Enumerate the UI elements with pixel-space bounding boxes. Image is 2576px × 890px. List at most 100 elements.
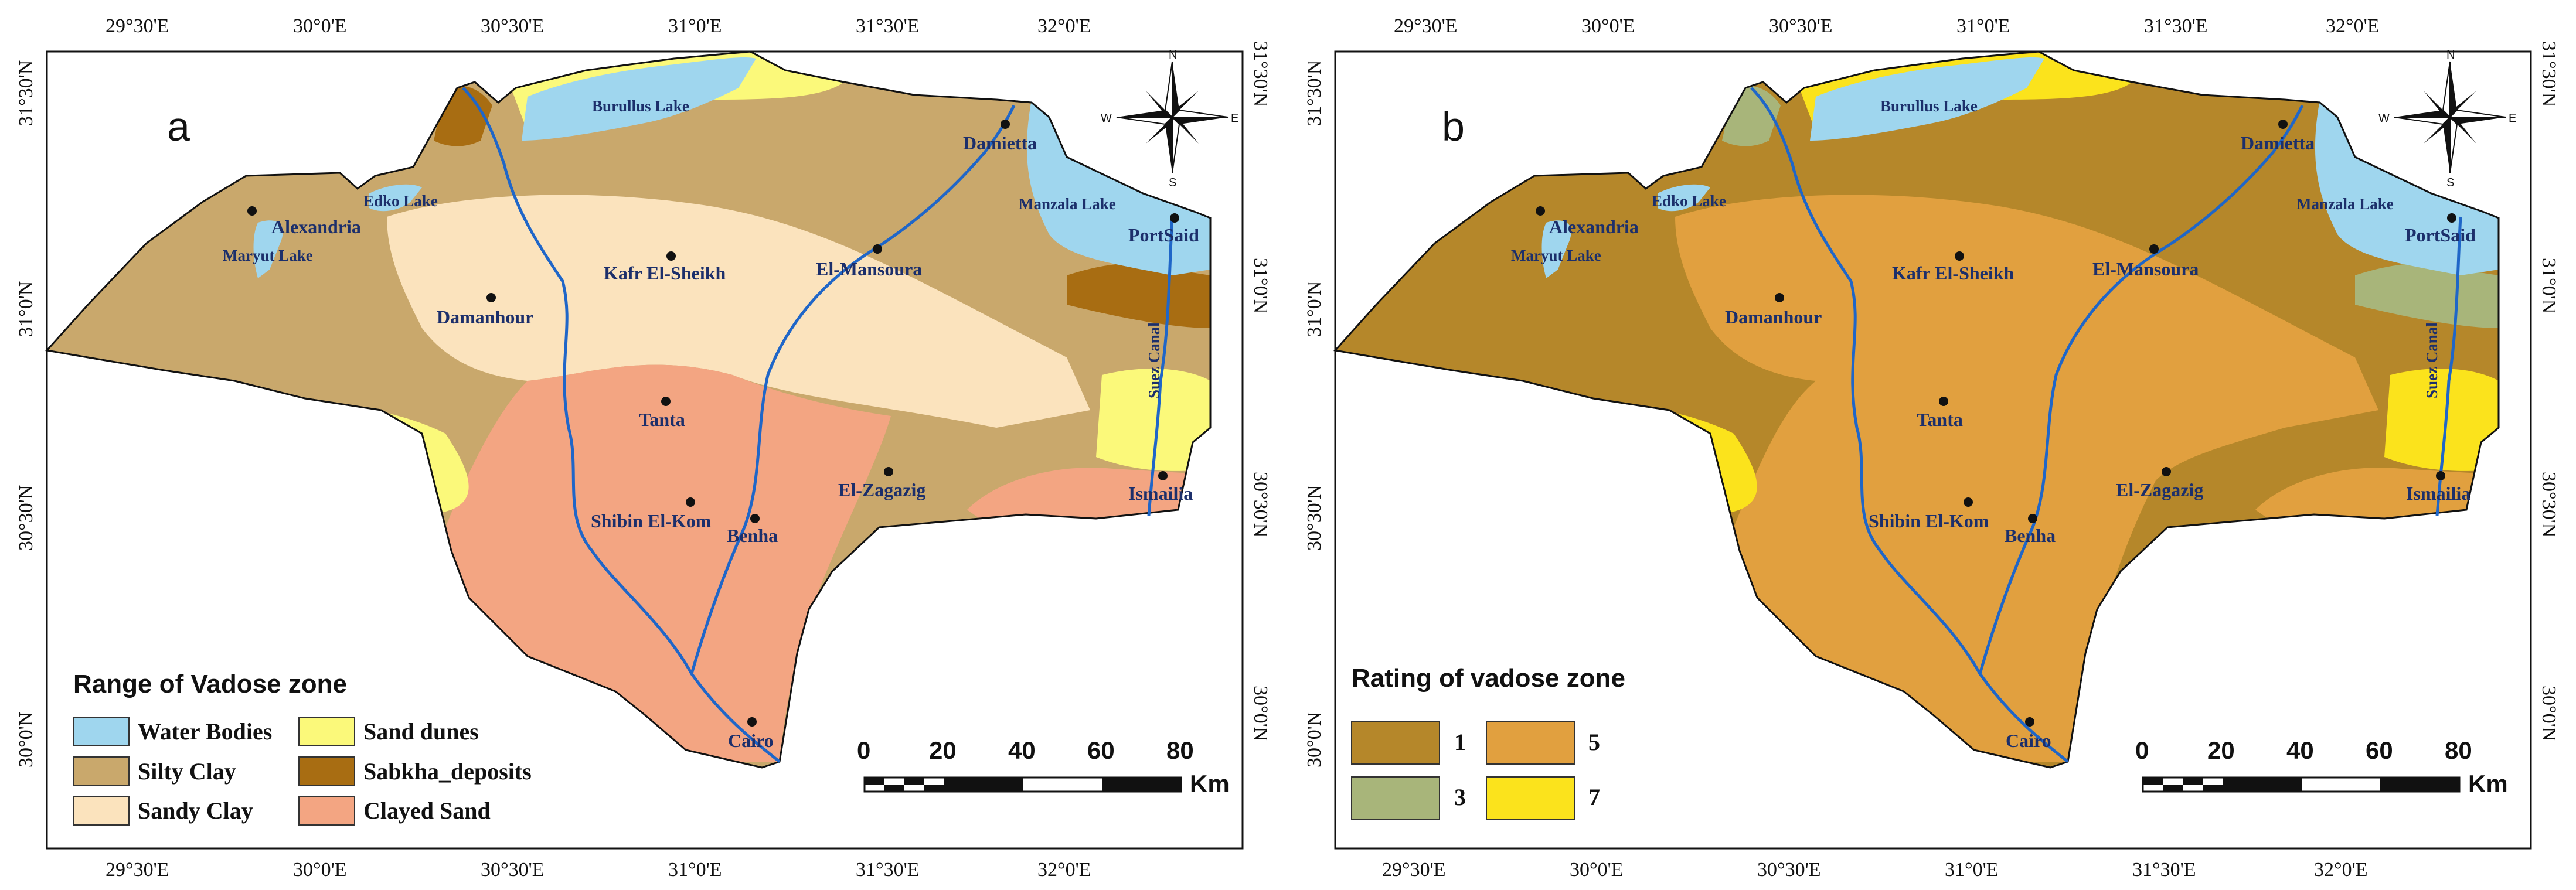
clayed-sand-area-central (445, 364, 891, 762)
svg-text:30°0'N: 30°0'N (1304, 712, 1325, 768)
svg-text:80: 80 (1166, 736, 1194, 764)
city-label: El-Mansoura (816, 258, 922, 279)
svg-text:31°0'E: 31°0'E (1956, 15, 2010, 37)
rating-7-area-east (2384, 369, 2499, 471)
svg-text:W: W (2378, 112, 2390, 125)
svg-text:29°30'E: 29°30'E (106, 15, 169, 37)
map-b-svg: Alexandria Damanhour Kafr El-Sheikh El-M… (1304, 15, 2560, 881)
svg-text:40: 40 (1008, 736, 1036, 764)
panel-letter: b (1442, 104, 1465, 149)
city-label: El-Zagazig (838, 479, 925, 500)
svg-text:20: 20 (929, 736, 957, 764)
city-label: PortSaid (1128, 224, 1199, 245)
svg-text:30°0'E: 30°0'E (293, 15, 347, 37)
svg-text:Km: Km (2468, 770, 2508, 797)
legend-label: Sabkha_deposits (363, 758, 532, 785)
maryut-lake-area (1541, 220, 1571, 278)
svg-text:0: 0 (2135, 736, 2149, 764)
svg-text:0: 0 (857, 736, 870, 764)
city-label: Shibin El-Kom (1869, 510, 1989, 531)
svg-text:29°30'E: 29°30'E (1382, 859, 1446, 881)
legend-title: Range of Vadose zone (73, 670, 347, 698)
city-dot (1170, 213, 1179, 223)
lake-label: Edko Lake (363, 192, 438, 210)
svg-text:30°30'E: 30°30'E (1769, 15, 1833, 37)
city-label: Ismailia (1128, 483, 1193, 504)
cities: Alexandria Damanhour Kafr El-Sheikh El-M… (247, 120, 1199, 751)
svg-text:S: S (2446, 176, 2454, 189)
damietta-branch (1978, 104, 2304, 674)
legend-swatch (298, 717, 355, 746)
edko-lake-area (1658, 184, 1710, 212)
rating-5-area-central (1675, 195, 2378, 762)
map-frame (1334, 50, 2532, 850)
city-dot (686, 497, 695, 507)
svg-text:31°30'E: 31°30'E (2144, 15, 2208, 37)
city-label: Benha (2005, 525, 2056, 546)
legend-swatch (298, 796, 355, 826)
city-label: Tanta (639, 409, 685, 430)
rating-3-area-east (2355, 263, 2499, 328)
sabkha-area-east (1067, 263, 1210, 328)
city-dot (666, 251, 676, 261)
lake-label: Manzala Lake (2296, 195, 2394, 213)
svg-text:30°0'N: 30°0'N (15, 712, 37, 768)
city-dot (2278, 120, 2288, 129)
lon-ticks-top: 29°30'E 30°0'E 30°30'E 31°0'E 31°30'E 32… (106, 15, 1091, 37)
svg-text:31°0'N: 31°0'N (15, 281, 37, 337)
city-dot (2162, 467, 2171, 476)
lake-label: Edko Lake (1652, 192, 1726, 210)
svg-text:31°30'E: 31°30'E (856, 15, 920, 37)
city-dot (750, 514, 760, 523)
svg-text:E: E (1231, 112, 1238, 125)
svg-text:30°30'N: 30°30'N (15, 485, 37, 551)
svg-text:31°0'E: 31°0'E (668, 859, 722, 881)
city-label: Ismailia (2406, 483, 2470, 504)
city-dot (661, 397, 671, 406)
svg-text:32°0'E: 32°0'E (1037, 15, 1091, 37)
city-label: Kafr El-Sheikh (604, 262, 726, 284)
legend-label: 3 (1454, 784, 1466, 810)
svg-text:30°0'E: 30°0'E (293, 859, 347, 881)
svg-text:Km: Km (1190, 770, 1230, 797)
city-label: El-Mansoura (2092, 258, 2199, 279)
svg-text:80: 80 (2445, 736, 2472, 764)
legend-label: 7 (1588, 784, 1600, 810)
lon-ticks-bottom: 29°30'E 30°0'E 30°30'E 31°0'E 31°30'E 32… (1382, 859, 2368, 881)
lake-label: Burullus Lake (592, 97, 689, 115)
edko-lake-area (369, 184, 422, 212)
map-a-svg: Alexandria Damanhour Kafr El-Sheikh El-M… (15, 15, 1271, 881)
legend-swatch (1486, 721, 1575, 765)
svg-text:32°0'E: 32°0'E (2326, 15, 2380, 37)
legend-title: Rating of vadose zone (1352, 664, 1625, 693)
city-label: Cairo (728, 730, 774, 751)
city-label: Alexandria (1549, 216, 1639, 237)
legend-label: 5 (1588, 729, 1600, 755)
lon-ticks-top: 29°30'E 30°0'E 30°30'E 31°0'E 31°30'E 32… (1394, 15, 2380, 37)
city-label: Damanhour (1725, 306, 1822, 328)
lake-label: Burullus Lake (1880, 97, 1978, 115)
city-dot (1158, 471, 1168, 480)
city-label: Tanta (1917, 409, 1963, 430)
legend-label: Sandy Clay (138, 797, 253, 824)
svg-text:31°30'E: 31°30'E (2132, 859, 2196, 881)
city-label: Damietta (2241, 132, 2315, 154)
svg-text:29°30'E: 29°30'E (106, 859, 169, 881)
svg-text:30°30'N: 30°30'N (1304, 485, 1325, 551)
legend-swatch (1486, 776, 1575, 820)
legend-swatch (1351, 721, 1440, 765)
city-label: Damanhour (437, 306, 533, 328)
legend-swatch (73, 796, 130, 826)
city-dot (247, 206, 257, 216)
north-arrow-icon: N S E W (1101, 49, 1238, 189)
svg-text:32°0'E: 32°0'E (1037, 859, 1091, 881)
svg-text:29°30'E: 29°30'E (1394, 15, 1458, 37)
lat-ticks-left: 31°30'N 31°0'N 30°30'N 30°0'N (1304, 60, 1325, 768)
map-panel-a: Alexandria Damanhour Kafr El-Sheikh El-M… (0, 0, 1278, 890)
svg-text:31°30'N: 31°30'N (1250, 41, 1271, 107)
damietta-branch (690, 104, 1016, 674)
svg-text:31°0'N: 31°0'N (1250, 258, 1271, 313)
city-dot (747, 717, 757, 727)
city-dot (873, 244, 882, 254)
city-dot (2028, 514, 2037, 523)
